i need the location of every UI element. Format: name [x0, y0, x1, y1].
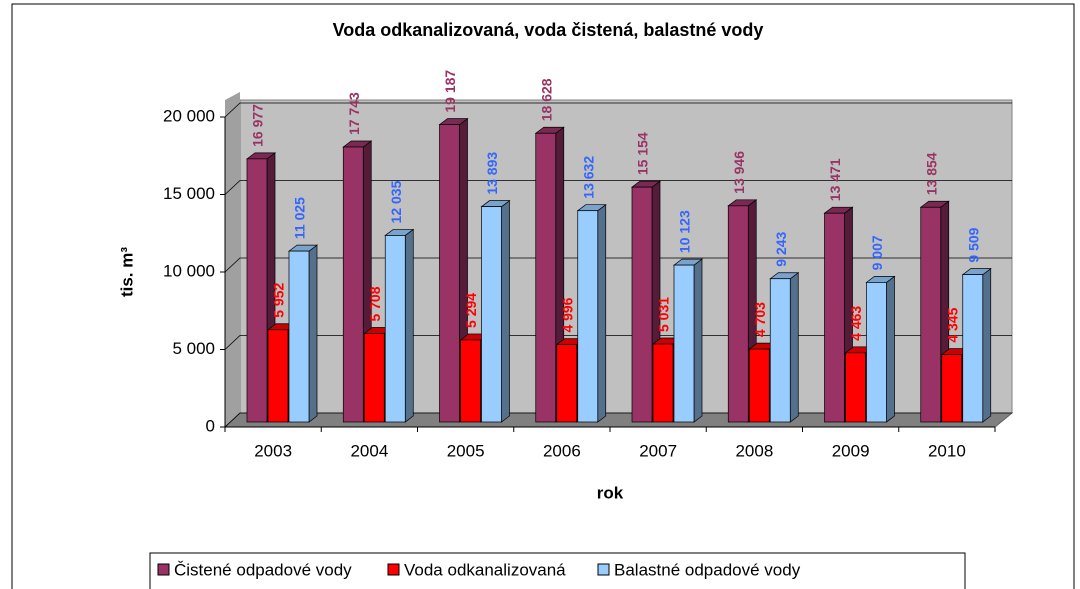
value-label: 4 463 — [848, 306, 864, 341]
value-label: 5 031 — [656, 297, 672, 332]
legend-label: Voda odkanalizovaná — [404, 560, 566, 579]
value-label: 10 123 — [677, 210, 693, 253]
value-label: 4 703 — [752, 302, 768, 337]
value-label: 19 187 — [442, 70, 458, 113]
bar — [769, 278, 791, 423]
legend — [149, 552, 966, 589]
bar-side — [982, 267, 992, 423]
value-label: 12 035 — [388, 180, 404, 223]
bar — [748, 348, 770, 423]
value-label: 4 996 — [559, 297, 575, 332]
value-label: 4 345 — [944, 307, 960, 342]
y-tick-label: 5 000 — [172, 339, 215, 358]
value-label: 13 854 — [923, 152, 939, 195]
legend-swatch — [157, 563, 170, 576]
y-tick-label: 0 — [206, 416, 215, 435]
bar — [845, 352, 866, 423]
bar-side — [597, 204, 607, 423]
bar — [384, 235, 406, 423]
side-wall — [225, 92, 240, 427]
bar — [727, 205, 749, 423]
value-label: 13 946 — [731, 151, 747, 194]
value-label: 11 025 — [292, 197, 308, 239]
bar — [631, 186, 653, 423]
value-label: 13 632 — [580, 156, 596, 199]
y-tick-label: 10 000 — [163, 261, 215, 280]
bar-side — [308, 244, 318, 423]
value-label: 9 509 — [965, 227, 981, 262]
value-label: 5 708 — [367, 286, 383, 321]
value-label: 13 471 — [827, 158, 843, 201]
value-label: 16 977 — [250, 104, 266, 147]
x-axis-label: rok — [597, 483, 624, 502]
bar — [556, 344, 578, 423]
bar — [866, 282, 887, 423]
bar-side — [693, 258, 703, 423]
bar — [363, 333, 385, 423]
bar — [920, 206, 942, 423]
legend-swatch — [387, 563, 400, 576]
bar — [577, 210, 599, 423]
x-tick-label: 2009 — [832, 441, 870, 460]
legend-label: Čistené odpadové vody — [174, 560, 352, 579]
bar — [824, 212, 845, 423]
value-label: 18 628 — [538, 78, 554, 121]
legend-swatch — [597, 563, 610, 576]
bar — [246, 158, 268, 423]
value-label: 5 952 — [271, 282, 287, 317]
bar — [481, 206, 502, 423]
bar — [342, 146, 364, 423]
bar — [941, 354, 963, 423]
value-label: 17 743 — [346, 92, 362, 135]
bar — [267, 329, 289, 423]
chart-title: Voda odkanalizovaná, voda čistená, balas… — [333, 20, 764, 40]
bar — [460, 339, 481, 423]
x-tick-label: 2005 — [447, 441, 485, 460]
bar — [439, 124, 460, 423]
bar — [535, 132, 557, 423]
bar-side — [886, 275, 895, 423]
x-tick-label: 2003 — [254, 441, 292, 460]
x-tick-label: 2006 — [543, 441, 581, 460]
x-tick-label: 2010 — [928, 441, 966, 460]
y-axis-label: tis. m³ — [117, 247, 136, 297]
x-tick-label: 2008 — [735, 441, 773, 460]
y-tick-label: 15 000 — [163, 184, 215, 203]
y-tick-label: 20 000 — [163, 106, 215, 125]
value-label: 9 243 — [773, 231, 789, 266]
bar — [673, 264, 695, 423]
bar — [652, 343, 674, 423]
x-tick-label: 2004 — [350, 441, 388, 460]
grid-line — [224, 180, 1012, 195]
bar — [288, 250, 310, 423]
value-label: 13 893 — [484, 152, 500, 195]
grid-line — [224, 102, 1012, 118]
bar-side — [501, 199, 510, 423]
bar — [962, 274, 984, 423]
bar-side — [789, 272, 799, 423]
x-tick-label: 2007 — [639, 441, 677, 460]
bar-side — [404, 228, 414, 423]
value-label: 9 007 — [869, 235, 885, 270]
value-label: 5 294 — [463, 293, 479, 328]
legend-label: Balastné odpadové vody — [614, 560, 801, 579]
value-label: 15 154 — [635, 132, 651, 175]
